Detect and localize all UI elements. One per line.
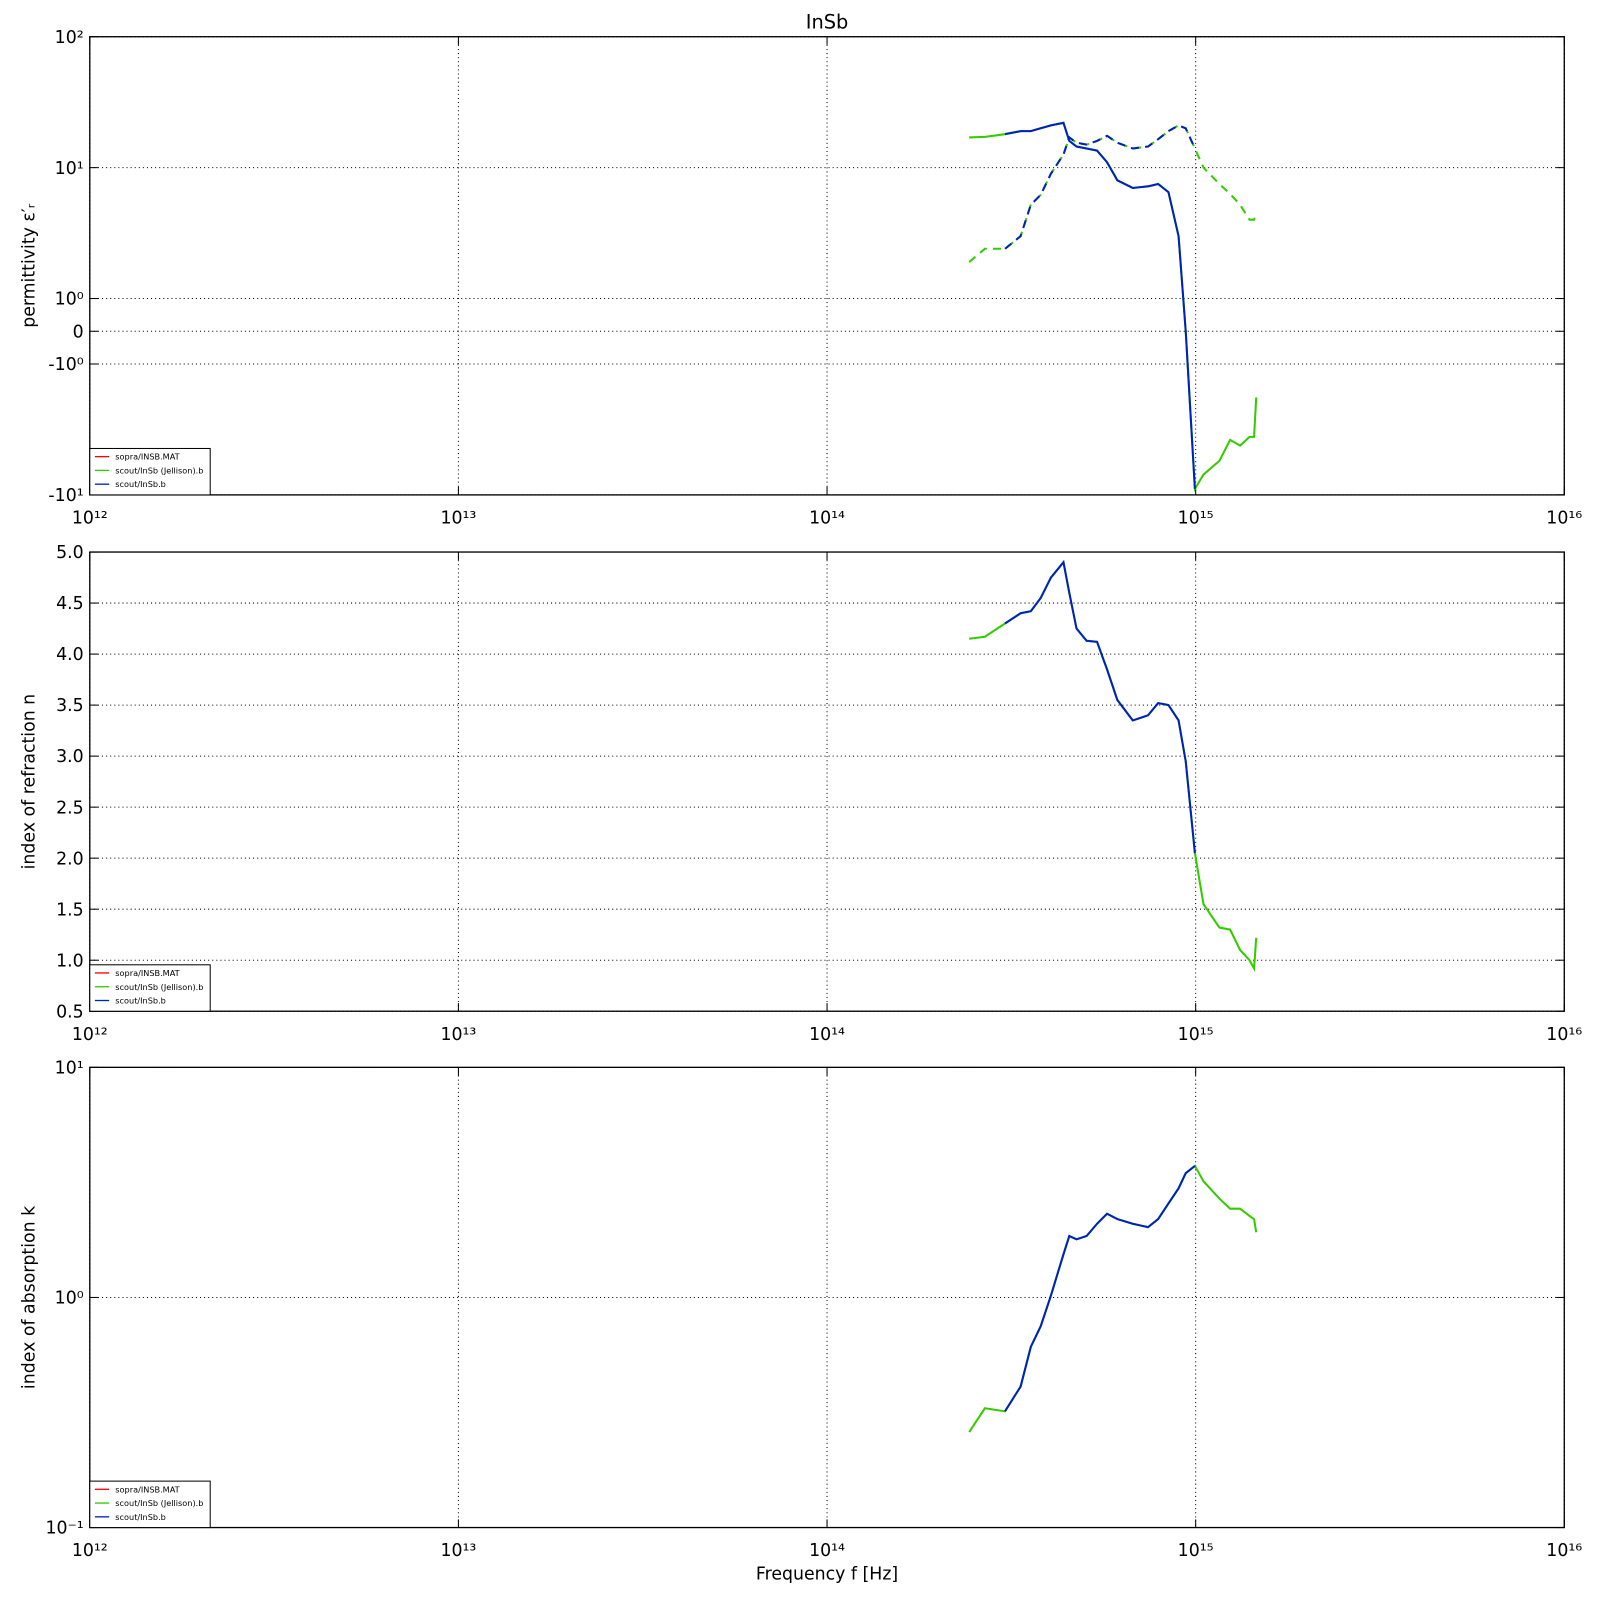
y-tick-label: 5.0: [56, 543, 84, 563]
x-tick-label: 10¹⁵: [1178, 1025, 1214, 1045]
y-tick-label: 4.0: [56, 645, 84, 665]
x-tick-label: 10¹²: [72, 1025, 108, 1045]
y-tick-label: 3.0: [56, 747, 84, 767]
plot-frame: [89, 36, 1565, 496]
x-tick-label: 10¹⁴: [809, 508, 845, 528]
x-tick-label: 10¹⁶: [1546, 508, 1582, 528]
y-tick-label: 1.0: [56, 951, 84, 971]
y-tick-label: 2.0: [56, 849, 84, 869]
plot-area: [89, 552, 1565, 1012]
y-tick-label: 10¹: [55, 159, 84, 179]
y-tick-label: 3.5: [56, 696, 84, 716]
x-tick-label: 10¹⁴: [809, 1541, 845, 1561]
y-tick-label: 10⁻¹: [46, 1519, 84, 1539]
legend-label: scout/InSb (Jellison).b: [115, 1498, 203, 1508]
legend-box: [89, 1480, 211, 1529]
x-tick-label: 10¹²: [72, 508, 108, 528]
legend-label: scout/InSb.b: [115, 996, 166, 1006]
y-tick-label: -10⁰: [48, 355, 83, 375]
y-axis-label: index of refraction n: [20, 694, 40, 870]
y-axis-label: permittivity ε′ᵣ: [20, 203, 40, 328]
chart-title: InSb: [806, 11, 849, 34]
series-line: [1004, 1165, 1196, 1412]
x-tick-label: 10¹³: [440, 1541, 476, 1561]
legend-label: scout/InSb.b: [115, 479, 166, 489]
y-tick-label: 10²: [55, 28, 84, 48]
y-tick-label: 10¹: [55, 1058, 84, 1078]
y-tick-label: 10⁰: [55, 290, 84, 310]
x-tick-label: 10¹⁵: [1178, 508, 1214, 528]
x-tick-label: 10¹³: [440, 1025, 476, 1045]
legend-box: [89, 447, 211, 496]
y-tick-label: -10¹: [48, 486, 83, 506]
series-line: [1004, 124, 1196, 250]
y-tick-label: 2.5: [56, 798, 84, 818]
y-tick-label: 4.5: [56, 594, 84, 614]
x-tick-label: 10¹⁵: [1178, 1541, 1214, 1561]
plot-frame: [89, 1066, 1565, 1529]
legend-box: [89, 964, 211, 1012]
x-tick-label: 10¹⁶: [1546, 1541, 1582, 1561]
y-tick-label: 1.5: [56, 900, 84, 920]
x-tick-label: 10¹⁴: [809, 1025, 845, 1045]
x-tick-label: 10¹³: [440, 508, 476, 528]
legend-label: sopra/INSB.MAT: [115, 452, 179, 462]
x-tick-label: 10¹⁶: [1546, 1025, 1582, 1045]
y-tick-label: 0.5: [56, 1002, 84, 1022]
legend-label: scout/InSb (Jellison).b: [115, 465, 203, 475]
legend-label: scout/InSb (Jellison).b: [115, 982, 203, 992]
legend-label: sopra/INSB.MAT: [115, 1484, 179, 1494]
plot-frame: [89, 551, 1565, 1012]
series-line: [1004, 559, 1196, 854]
x-axis-label: Frequency f [Hz]: [756, 1565, 898, 1585]
series-line: [1004, 121, 1196, 489]
y-tick-label: 10⁰: [55, 1289, 84, 1309]
y-tick-label: 0: [73, 322, 84, 342]
legend-label: sopra/INSB.MAT: [115, 968, 179, 978]
x-tick-label: 10¹²: [72, 1541, 108, 1561]
y-axis-label: index of absorption k: [20, 1206, 40, 1389]
legend-label: scout/InSb.b: [115, 1512, 166, 1522]
